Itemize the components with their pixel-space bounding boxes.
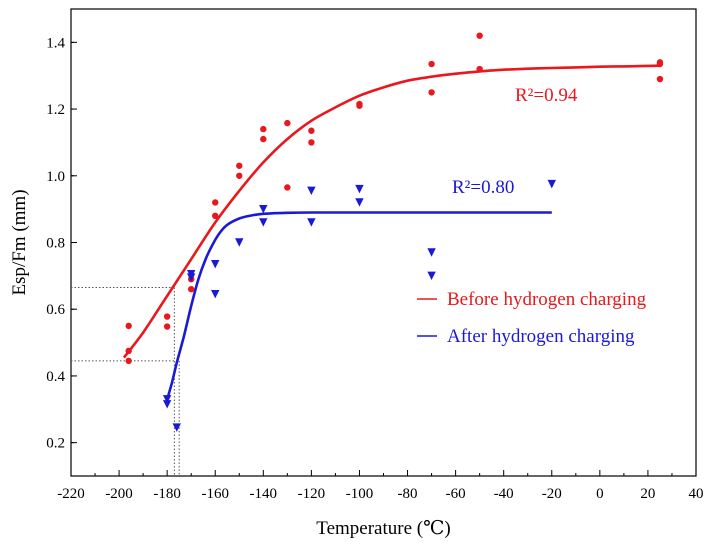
data-point-before (656, 59, 664, 66)
data-point-before (308, 139, 315, 146)
data-point-before (284, 184, 291, 191)
y-tick-label: 0.6 (46, 302, 65, 318)
data-point-after (547, 179, 556, 189)
r2-label: R²=0.94 (515, 85, 578, 106)
y-tick-label: 0.8 (46, 236, 65, 252)
data-point-before (260, 125, 267, 133)
x-tick-label: -200 (105, 486, 133, 502)
data-point-after (211, 259, 220, 269)
data-point-before (428, 89, 435, 96)
data-point-after (162, 395, 172, 404)
r2-labels: R²=0.94 R²=0.80 (452, 85, 578, 198)
data-point-before (212, 199, 219, 206)
y-axis-title: Esp/Fm (mm) (9, 189, 30, 295)
data-point-before (125, 347, 132, 355)
y-tick-label: 1.0 (46, 169, 65, 185)
data-point-before (125, 357, 132, 365)
data-point-before (163, 313, 171, 320)
r2-label: R²=0.80 (452, 177, 514, 198)
x-tick-label: -220 (57, 486, 85, 502)
data-point-before (212, 212, 219, 220)
x-axis-ticks: -220 -200 -180 -160 -140 -120 -100 -80 -60 -40 -20… (57, 470, 704, 502)
x-tick-label: -180 (153, 486, 181, 502)
data-point-before (308, 127, 315, 134)
data-point-before (236, 172, 243, 179)
x-tick-label: 40 (689, 486, 704, 502)
x-tick-label: -140 (250, 486, 278, 502)
data-point-after (355, 184, 364, 194)
data-point-after (307, 186, 316, 195)
x-tick-label: -40 (494, 486, 514, 502)
fit-curves (122, 64, 660, 400)
y-tick-label: 1.2 (46, 102, 65, 118)
x-axis-title: Temperature (℃) (316, 518, 450, 539)
legend-label: Before hydrogen charging (447, 289, 647, 310)
y-tick-label: 0.2 (46, 436, 65, 452)
data-point-before (476, 32, 483, 39)
data-point-after (186, 273, 196, 282)
data-point-before (260, 135, 267, 143)
data-point-after (172, 423, 181, 432)
fit-curve-before (122, 64, 660, 359)
y-axis-ticks: 0.2 0.4 0.6 0.8 1.0 1.2 1.4 (46, 35, 77, 452)
y-tick-label: 1.4 (46, 35, 65, 51)
data-point-before (476, 65, 483, 73)
plot-frame (70, 8, 697, 477)
data-point-before (163, 323, 171, 330)
x-tick-label: 0 (596, 486, 604, 502)
data-point-before (356, 100, 363, 108)
data-point-before (236, 162, 243, 169)
legend-label: After hydrogen charging (447, 326, 635, 347)
data-point-before (656, 75, 664, 83)
x-tick-label: -100 (346, 486, 374, 502)
data-points (125, 32, 664, 432)
x-tick-label: -80 (398, 486, 418, 502)
x-tick-label: -160 (201, 486, 229, 502)
data-point-after (211, 290, 220, 299)
reference-lines (71, 287, 180, 476)
data-point-before (428, 60, 435, 68)
x-tick-label: 20 (640, 486, 655, 502)
data-point-after (235, 238, 244, 247)
data-point-after (259, 204, 268, 214)
x-tick-label: -20 (542, 486, 562, 502)
data-point-after (259, 218, 268, 227)
data-point-before (187, 286, 195, 293)
fit-curve-after (165, 211, 552, 400)
x-tick-label: -60 (446, 486, 466, 502)
y-tick-label: 0.4 (46, 369, 65, 385)
data-point-after (307, 218, 316, 227)
data-point-after (427, 248, 436, 257)
data-point-after (162, 400, 172, 409)
data-point-after (355, 198, 364, 207)
data-point-before (284, 119, 291, 127)
data-point-before (125, 322, 132, 330)
data-point-after (427, 271, 436, 281)
x-tick-label: -120 (298, 486, 326, 502)
legend: Before hydrogen charging After hydrogen c… (417, 289, 647, 347)
